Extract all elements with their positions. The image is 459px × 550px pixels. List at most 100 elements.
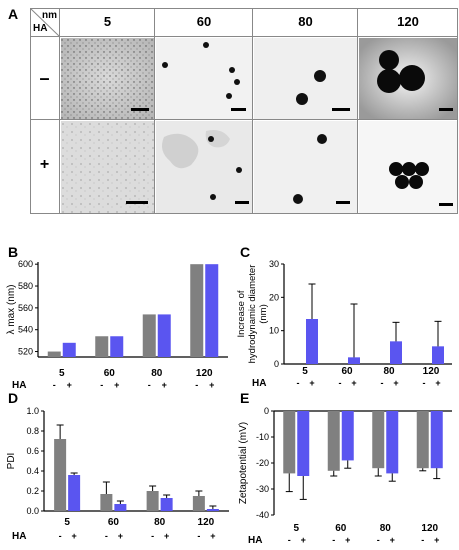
bar-plus-120: [430, 411, 443, 469]
y-tick-label: 10: [269, 326, 279, 336]
y-tick-label: 30: [269, 259, 279, 269]
y-axis-title-line: hydrodynamic diameter: [247, 265, 258, 364]
y-tick-label: 1.0: [26, 406, 39, 416]
sign-label-plus: +: [345, 535, 350, 545]
sign-label-plus: +: [393, 378, 398, 388]
y-axis-title: PDI: [6, 453, 17, 470]
panel-label-d: D: [8, 390, 19, 406]
bar-plus-80: [157, 314, 171, 357]
tem-image-80nm-minus: [254, 38, 357, 119]
sign-label-plus: +: [434, 535, 439, 545]
sign-label-minus: -: [105, 531, 108, 541]
bar-minus-80: [372, 411, 385, 469]
tem-image-120nm-minus: [359, 38, 457, 119]
y-tick-label: 540: [18, 325, 33, 335]
tem-80nm-plus-particles: [293, 134, 350, 204]
tem-120nm-minus-particles: [359, 38, 457, 119]
y-tick-label: 560: [18, 303, 33, 313]
ha-axis-label: HA: [12, 380, 26, 390]
bar-minus-120: [192, 496, 205, 511]
sign-label-minus: -: [148, 380, 151, 390]
y-tick-label: 600: [18, 259, 33, 269]
sign-label-plus: +: [351, 378, 356, 388]
sign-label-plus: +: [390, 535, 395, 545]
y-tick-label: 520: [18, 347, 33, 357]
sign-label-minus: -: [423, 378, 426, 388]
y-tick-label: -20: [256, 458, 269, 468]
sign-label-minus: -: [288, 535, 291, 545]
y-tick-label: -10: [256, 432, 269, 442]
tem-image-grid: nm HA 5 60 80 120 – +: [30, 8, 458, 214]
header-ha: HA: [33, 23, 48, 34]
tem-120nm-plus-particles: [389, 162, 453, 206]
category-label-120: 120: [196, 368, 213, 379]
sign-label-minus: -: [381, 378, 384, 388]
sign-label-plus: +: [162, 380, 167, 390]
header-size-120: 120: [397, 14, 419, 29]
tem-60nm-plus-particles: [162, 130, 249, 204]
bar-minus-120: [190, 264, 204, 357]
header-size-60: 60: [196, 14, 212, 29]
tem-image-5nm-minus: [61, 38, 154, 119]
sign-label-plus: +: [301, 535, 306, 545]
header-size-5: 5: [103, 14, 112, 29]
y-tick-label: 20: [269, 292, 279, 302]
sign-label-plus: +: [164, 531, 169, 541]
category-label-60: 60: [104, 368, 116, 379]
bar-plus-5: [297, 411, 310, 476]
y-tick-label: -30: [256, 484, 269, 494]
y-tick-label: 0.2: [26, 486, 39, 496]
bar-plus-80: [390, 341, 402, 364]
bar-plus-120: [205, 264, 219, 357]
category-label-80: 80: [380, 523, 392, 534]
category-label-120: 120: [423, 366, 440, 377]
bar-minus-60: [100, 494, 113, 511]
sign-label-minus: -: [377, 535, 380, 545]
bar-minus-80: [142, 314, 156, 357]
grid-lines: [30, 8, 458, 214]
tem-5nm-plus-dots: [61, 121, 154, 213]
sign-label-minus: -: [59, 531, 62, 541]
sign-label-minus: -: [421, 535, 424, 545]
chart-e-zetapotential: 0-10-20-30-405- +60- +80- +120- +HAZetapoten…: [238, 406, 452, 546]
category-label-120: 120: [421, 523, 438, 534]
sign-label-minus: -: [53, 380, 56, 390]
sign-label-minus: -: [197, 531, 200, 541]
bar-plus-60: [341, 411, 354, 461]
bar-plus-5: [68, 475, 81, 511]
y-tick-label: 0: [264, 406, 269, 416]
category-label-60: 60: [341, 366, 353, 377]
bar-minus-60: [327, 411, 340, 471]
row-label-minus: –: [39, 68, 50, 88]
category-label-5: 5: [302, 366, 308, 377]
y-axis-title: Zetapotential (mV): [238, 422, 249, 504]
sign-label-minus: -: [151, 531, 154, 541]
category-label-60: 60: [108, 517, 120, 528]
y-tick-label: 0.6: [26, 446, 39, 456]
header-size-80: 80: [298, 14, 313, 29]
bar-minus-80: [146, 491, 159, 511]
sign-label-plus: +: [71, 531, 76, 541]
ha-axis-label: HA: [252, 378, 266, 389]
row-label-plus: +: [39, 156, 50, 173]
tem-image-5nm-plus: [61, 121, 154, 213]
tem-image-60nm-minus: [156, 38, 252, 119]
panel-label-e: E: [240, 390, 250, 406]
category-label-5: 5: [293, 523, 299, 534]
bar-plus-120: [432, 346, 444, 364]
y-axis-title-line: (nm): [258, 304, 269, 324]
panel-label-c: C: [240, 244, 251, 260]
y-tick-label: 580: [18, 281, 33, 291]
category-label-80: 80: [154, 517, 166, 528]
bar-plus-5: [62, 342, 76, 357]
sign-label-minus: -: [100, 380, 103, 390]
sign-label-minus: -: [297, 378, 300, 388]
panel-label-a: A: [8, 6, 19, 22]
bar-plus-5: [306, 319, 318, 364]
category-label-80: 80: [383, 366, 395, 377]
bar-minus-60: [95, 336, 109, 357]
y-axis-title-line: Increase of: [236, 290, 247, 337]
category-label-80: 80: [151, 368, 163, 379]
